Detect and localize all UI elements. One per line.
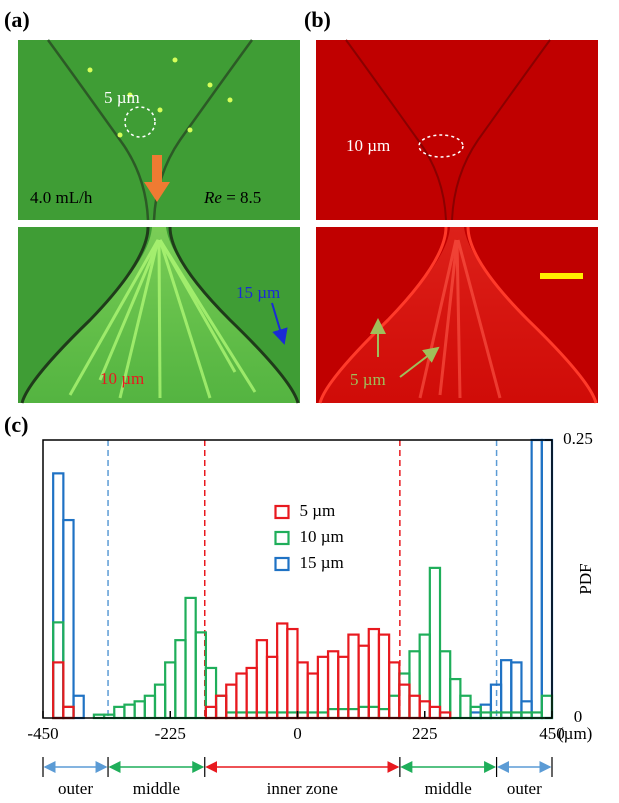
bar [450, 679, 460, 718]
bar [481, 705, 491, 718]
zone-label: inner zone [267, 779, 338, 798]
bar [501, 660, 511, 718]
bar [74, 696, 84, 718]
figure: (a) 5 µm 4.0 mL/h Re = 8.5 15 µm 10 µm (… [0, 0, 619, 803]
bar [175, 640, 185, 718]
legend-label: 5 µm [300, 501, 336, 520]
bar [521, 712, 531, 718]
bar [114, 707, 124, 718]
bar [206, 707, 216, 718]
legend-swatch [276, 506, 289, 518]
bar [124, 705, 134, 718]
annotation: 15 µm [236, 283, 280, 302]
bar [186, 598, 196, 718]
annotation: 5 µm [104, 88, 140, 107]
image-b-top [316, 40, 598, 220]
legend-label: 15 µm [300, 553, 344, 572]
bar [542, 440, 552, 718]
legend-label: 10 µm [300, 527, 344, 546]
zone-label: outer [507, 779, 542, 798]
bar [399, 674, 409, 718]
bar [521, 701, 531, 718]
x-tick-label: -225 [155, 724, 186, 743]
bar [348, 709, 358, 718]
bar [430, 707, 440, 718]
legend-swatch [276, 558, 289, 570]
bar [53, 622, 63, 718]
bar [532, 440, 542, 718]
bar [216, 696, 226, 718]
bar [542, 696, 552, 718]
panel-label: (a) [4, 7, 30, 32]
bar [63, 707, 73, 718]
panel-label: (b) [304, 7, 331, 32]
bar [389, 662, 399, 718]
x-unit: (µm) [558, 724, 592, 743]
bar [440, 712, 450, 718]
panel-label: (c) [4, 412, 28, 437]
bar [298, 662, 308, 718]
bar [399, 685, 409, 718]
annotation: Re [203, 188, 222, 207]
bar [369, 707, 379, 718]
x-tick-label: 225 [412, 724, 438, 743]
bar [440, 651, 450, 718]
bar [369, 629, 379, 718]
bar [409, 651, 419, 718]
annotation: 10 µm [346, 136, 390, 155]
bar [481, 712, 491, 718]
bar [409, 696, 419, 718]
annotation: Re = 8.5 [203, 188, 261, 207]
annotation: 5 µm [350, 370, 386, 389]
bar [511, 662, 521, 718]
bar [501, 712, 511, 718]
bar [277, 623, 287, 718]
bar [359, 707, 369, 718]
bar [287, 629, 297, 718]
bar [145, 696, 155, 718]
bar [511, 712, 521, 718]
zone-label: middle [425, 779, 472, 798]
bar [328, 651, 338, 718]
bar [348, 635, 358, 718]
y-tick-label: 0.25 [563, 429, 593, 448]
bar [532, 712, 542, 718]
image-a-bottom [18, 227, 300, 403]
bar [257, 640, 267, 718]
bar [460, 696, 470, 718]
bar [53, 662, 63, 718]
zone-label: middle [133, 779, 180, 798]
bar [155, 685, 165, 718]
bar [389, 696, 399, 718]
bar [53, 473, 63, 718]
bar [206, 668, 216, 718]
bar [328, 709, 338, 718]
zone-label: outer [58, 779, 93, 798]
annotation: = 8.5 [222, 188, 261, 207]
bar [379, 635, 389, 718]
annotation: 4.0 mL/h [30, 188, 93, 207]
bar [236, 674, 246, 718]
legend-swatch [276, 532, 289, 544]
annotation: 10 µm [100, 369, 144, 388]
bar [379, 709, 389, 718]
bar [430, 568, 440, 718]
bar [308, 674, 318, 718]
bar [338, 709, 348, 718]
bar [63, 520, 73, 718]
bar [135, 701, 145, 718]
bar [216, 696, 226, 718]
x-tick-label: -450 [27, 724, 58, 743]
bar [165, 662, 175, 718]
bar [267, 657, 277, 718]
y-label: PDF [576, 563, 595, 594]
bar [247, 668, 257, 718]
bar [63, 707, 73, 718]
bar [318, 657, 328, 718]
bar [420, 635, 430, 718]
x-tick-label: 0 [293, 724, 302, 743]
